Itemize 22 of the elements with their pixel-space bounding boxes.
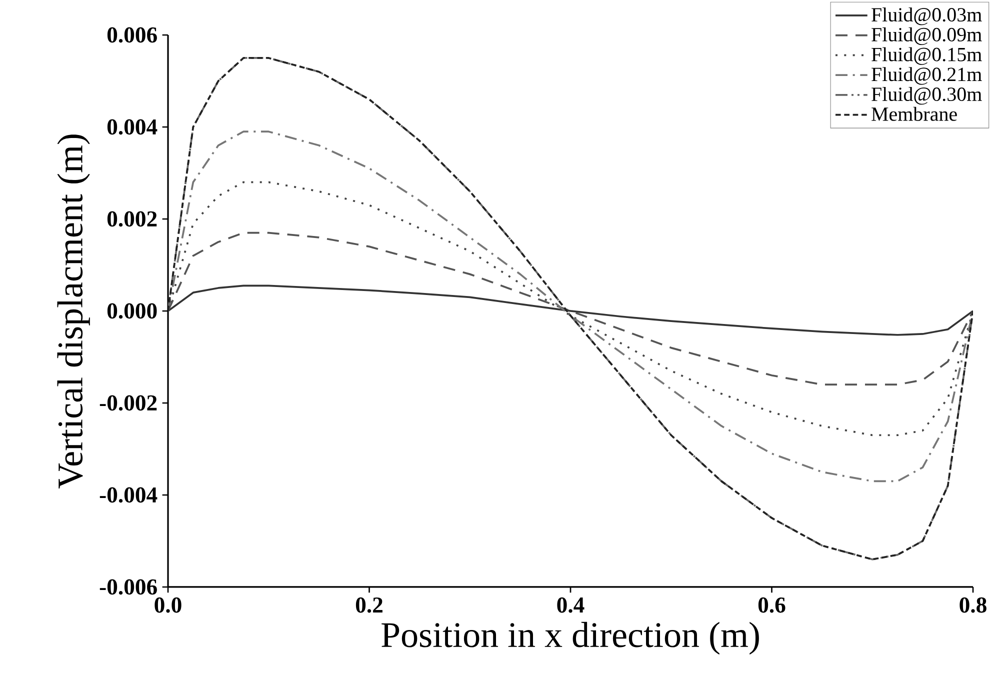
y-tick-label: 0.006 xyxy=(107,27,157,43)
y-axis-title: Vertical displacment (m) xyxy=(57,134,90,489)
line-series xyxy=(168,130,974,482)
x-tick-label: 0.8 xyxy=(960,597,986,613)
legend-label: Fluid@0.15m xyxy=(872,47,982,65)
legend-label: Fluid@0.03m xyxy=(872,7,982,26)
y-tick-label: -0.002 xyxy=(100,395,157,411)
y-tick-label: -0.006 xyxy=(100,579,157,595)
legend-label: Membrane xyxy=(872,106,957,121)
x-tick-label: 0.2 xyxy=(356,597,382,613)
x-axis-title: Position in x direction (m) xyxy=(382,622,759,655)
x-tick-label: 0.4 xyxy=(557,597,584,613)
legend-label: Fluid@0.30m xyxy=(872,86,982,105)
legend-label: Fluid@0.09m xyxy=(872,27,982,46)
legend-label: Fluid@0.21m xyxy=(872,67,982,85)
y-tick-label: -0.004 xyxy=(100,487,158,503)
x-tick-label: 0.0 xyxy=(154,597,182,613)
y-tick-label: 0.002 xyxy=(107,211,157,227)
line-series xyxy=(168,181,974,436)
y-tick-label: 0.000 xyxy=(107,303,157,319)
x-tick-label: 0.6 xyxy=(758,597,786,613)
y-tick-label: 0.004 xyxy=(107,119,158,135)
